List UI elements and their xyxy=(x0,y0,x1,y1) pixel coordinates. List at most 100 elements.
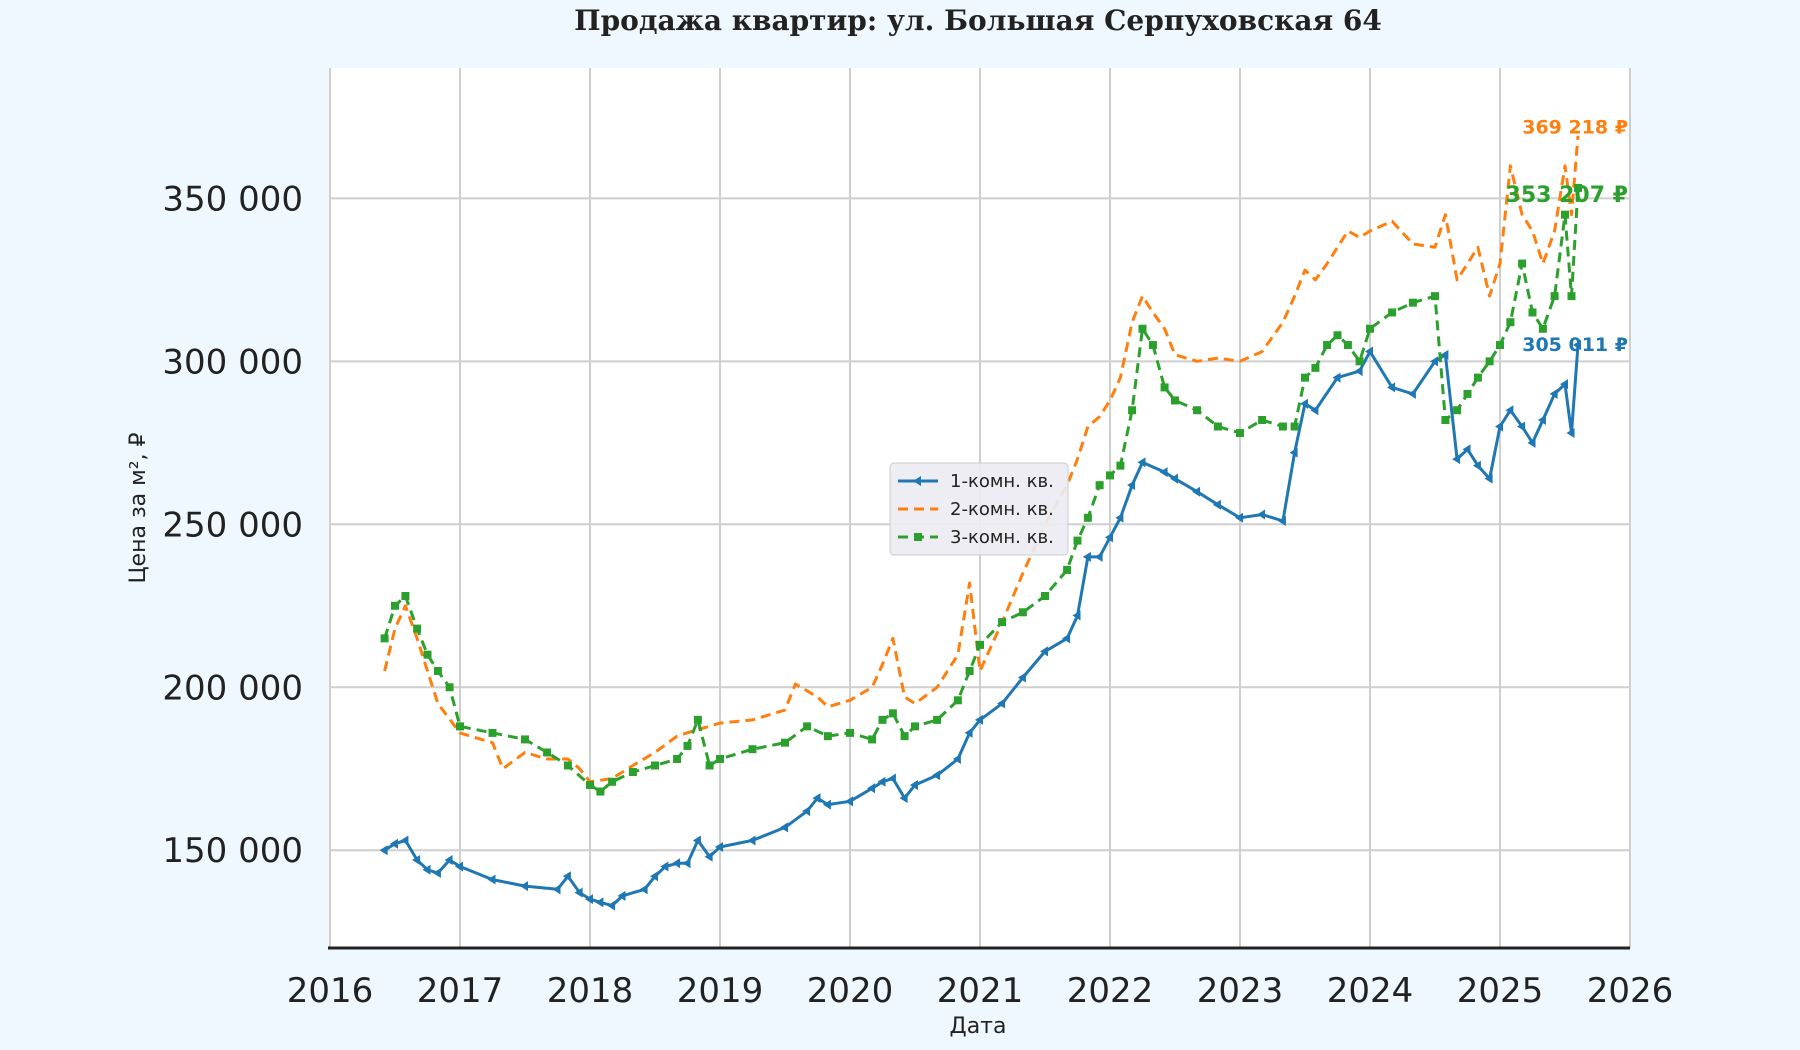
data-point xyxy=(1083,513,1092,522)
y-tick-label: 250 000 xyxy=(162,505,303,545)
data-point xyxy=(1138,324,1147,333)
data-point xyxy=(628,768,637,776)
data-point xyxy=(1495,421,1503,432)
data-point xyxy=(910,780,918,791)
data-point xyxy=(900,732,909,741)
series-end-label: 305 011 ₽ xyxy=(1522,334,1628,356)
data-point xyxy=(781,738,789,747)
data-point xyxy=(1462,444,1471,455)
x-tick-label: 2016 xyxy=(287,971,374,1011)
data-point xyxy=(660,861,669,872)
data-point xyxy=(748,745,757,754)
data-point xyxy=(1484,473,1493,484)
data-point xyxy=(487,874,496,885)
data-point xyxy=(1528,308,1537,317)
data-point xyxy=(845,796,853,807)
data-point xyxy=(1235,512,1243,523)
data-point xyxy=(1550,292,1559,301)
data-point xyxy=(888,709,897,718)
data-point xyxy=(823,732,832,741)
data-point xyxy=(1366,324,1374,333)
x-tick-label: 2018 xyxy=(547,971,634,1011)
data-point xyxy=(1311,363,1320,372)
data-point xyxy=(976,640,984,649)
data-point xyxy=(432,868,441,879)
data-point xyxy=(998,618,1007,627)
data-point xyxy=(456,722,464,731)
data-point xyxy=(1431,292,1439,301)
data-point xyxy=(1160,383,1169,392)
data-point xyxy=(1106,471,1114,480)
data-point xyxy=(953,696,962,705)
data-point xyxy=(802,806,811,817)
data-point xyxy=(380,634,389,643)
data-point xyxy=(400,835,409,846)
data-point xyxy=(562,871,571,882)
data-point xyxy=(595,897,604,908)
data-point xyxy=(1159,467,1168,478)
data-point xyxy=(608,777,617,786)
data-point xyxy=(812,793,821,804)
y-tick-label: 150 000 xyxy=(162,831,303,871)
data-point xyxy=(878,715,887,724)
data-point xyxy=(1549,388,1558,399)
data-point xyxy=(433,666,442,675)
data-point xyxy=(693,715,702,724)
data-point xyxy=(520,881,528,892)
data-point xyxy=(1063,565,1072,574)
data-point xyxy=(846,728,854,737)
x-tick-label: 2022 xyxy=(1067,971,1154,1011)
data-point xyxy=(1473,373,1482,382)
data-point xyxy=(965,666,974,675)
data-point xyxy=(1537,415,1546,425)
data-point xyxy=(1355,357,1364,366)
data-point xyxy=(1018,608,1027,617)
data-point xyxy=(1574,183,1582,192)
data-point xyxy=(1148,341,1157,350)
data-point xyxy=(1062,633,1071,644)
data-point xyxy=(1343,341,1352,350)
data-point xyxy=(1290,422,1299,431)
data-point xyxy=(617,890,626,901)
data-point xyxy=(1082,551,1091,562)
data-point xyxy=(1095,481,1104,490)
data-point xyxy=(444,855,453,865)
data-point xyxy=(1116,461,1125,470)
data-point xyxy=(1506,318,1515,327)
data-point xyxy=(1527,437,1536,448)
data-point xyxy=(1236,429,1244,438)
data-point xyxy=(1560,379,1568,390)
legend: 1-комн. кв. 2-комн. кв. 3-комн. кв. xyxy=(889,462,1069,556)
data-point xyxy=(692,835,701,846)
series-end-label: 369 218 ₽ xyxy=(1522,117,1628,139)
data-point xyxy=(975,714,983,725)
data-point xyxy=(1440,349,1449,360)
data-point xyxy=(401,592,410,600)
data-point xyxy=(1127,480,1136,491)
data-point xyxy=(455,861,463,872)
data-point xyxy=(650,871,658,882)
data-point xyxy=(585,894,593,905)
y-tick-label: 300 000 xyxy=(162,342,303,382)
data-point xyxy=(933,715,942,724)
data-point xyxy=(1193,406,1202,415)
data-point xyxy=(1567,292,1576,301)
x-tick-label: 2017 xyxy=(417,971,504,1011)
data-point xyxy=(423,650,432,659)
series-1 xyxy=(379,340,1581,911)
data-point xyxy=(803,722,812,731)
data-point xyxy=(1453,406,1462,415)
data-point xyxy=(1452,454,1461,465)
data-point xyxy=(552,884,561,895)
data-point xyxy=(1301,373,1309,382)
x-tick-label: 2024 xyxy=(1327,971,1414,1011)
end-labels: 305 011 ₽ 369 218 ₽ 353 207 ₽ xyxy=(1506,117,1628,356)
data-point xyxy=(1407,388,1416,399)
data-point xyxy=(952,753,961,764)
data-point xyxy=(1388,308,1397,317)
data-point xyxy=(1257,509,1266,520)
data-point xyxy=(1472,460,1481,471)
data-point xyxy=(1258,416,1267,424)
data-point xyxy=(1408,298,1417,307)
data-point xyxy=(1041,592,1049,600)
